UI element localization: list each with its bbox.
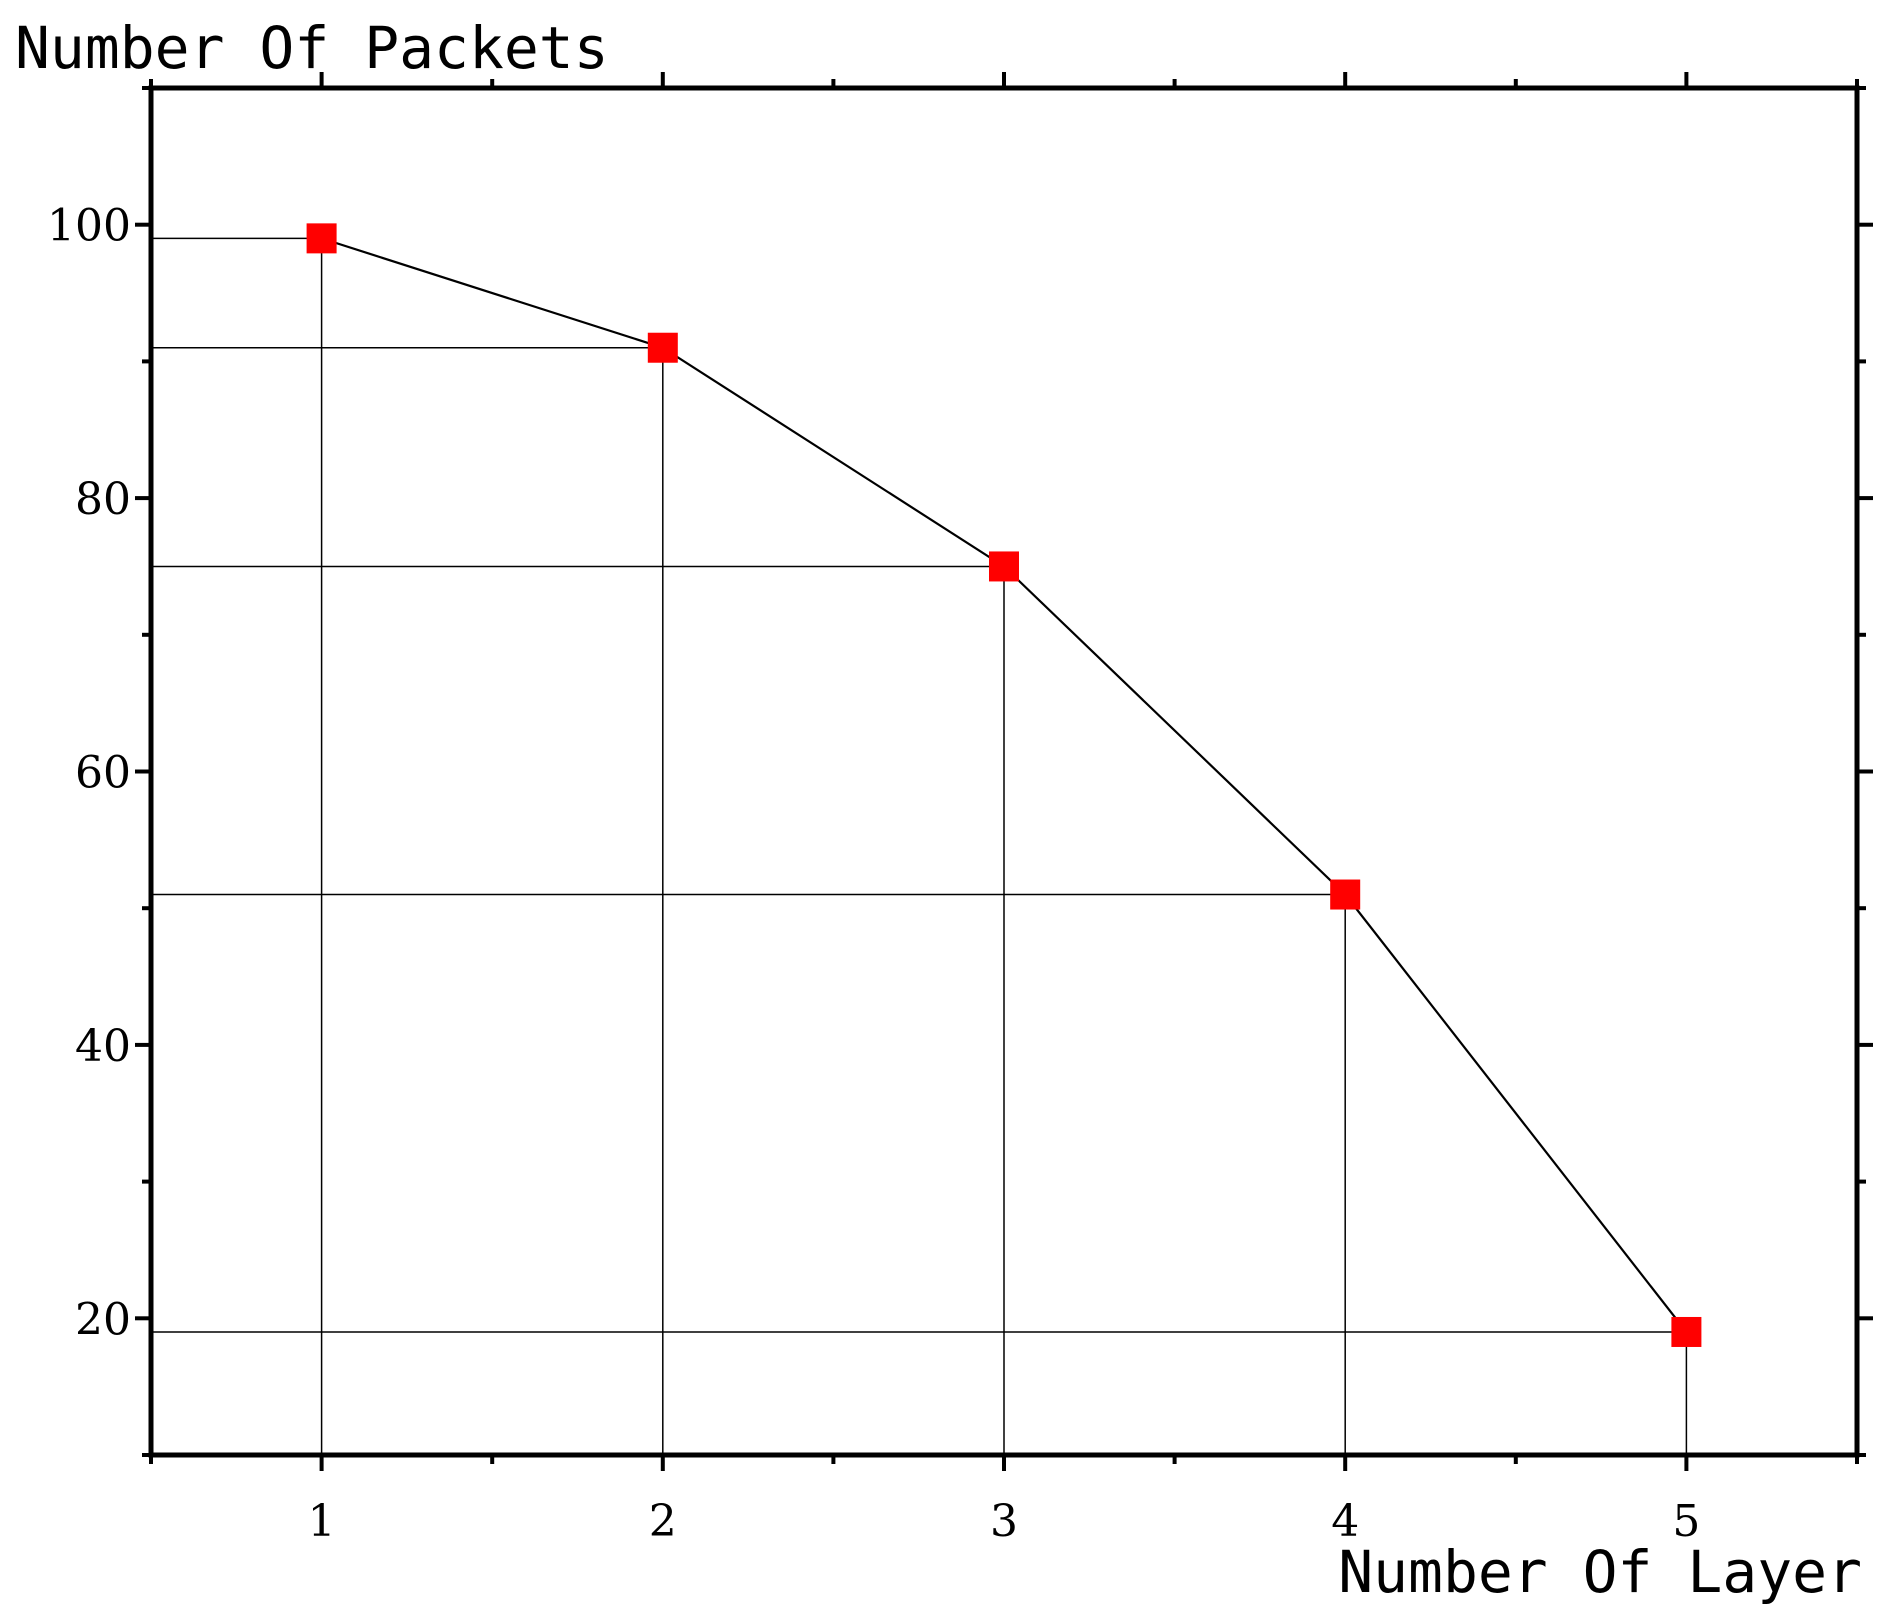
y-tick-label: 60 [75, 748, 131, 799]
y-axis-tick-labels: 20 40 60 80 100 [47, 201, 131, 1346]
x-axis-tick-labels: 1 2 3 4 5 [308, 1496, 1701, 1547]
x-tick-label: 4 [1331, 1496, 1359, 1547]
y-axis-title: Number Of Packets [15, 14, 609, 82]
y-tick-label: 40 [75, 1021, 131, 1072]
y-tick-label: 100 [47, 201, 131, 252]
data-point [1671, 1316, 1702, 1347]
y-tick-label: 20 [75, 1294, 131, 1345]
x-axis-ticks [149, 72, 1859, 1471]
data-point [647, 332, 678, 363]
y-tick-label: 80 [75, 474, 131, 525]
data-markers [306, 223, 1702, 1347]
x-tick-label: 2 [649, 1496, 677, 1547]
data-point [306, 223, 337, 254]
x-tick-label: 1 [308, 1496, 336, 1547]
y-axis-ticks [135, 86, 1873, 1457]
data-point [989, 551, 1019, 582]
x-tick-label: 5 [1672, 1496, 1700, 1547]
x-axis-title: Number Of Layer [1338, 1538, 1862, 1606]
data-point [1330, 879, 1361, 910]
x-tick-label: 3 [990, 1496, 1018, 1547]
drop-lines [151, 237, 1688, 1455]
